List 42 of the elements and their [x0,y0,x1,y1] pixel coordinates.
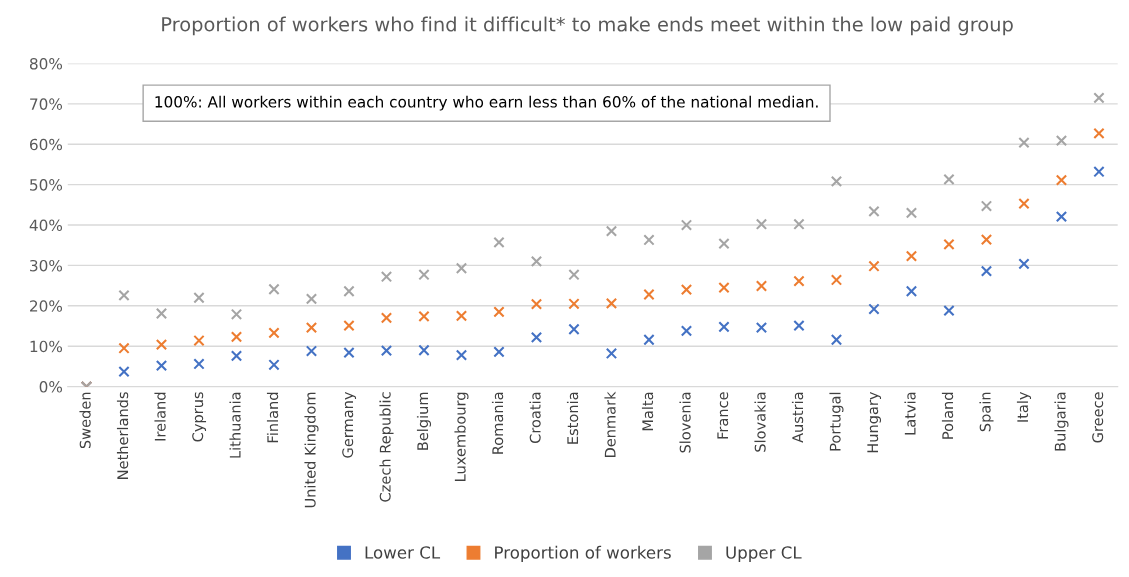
x-tick-label: Belgium [416,392,432,450]
x-tick-label: Czech Republic [379,392,394,502]
x-tick-label: Hungary [867,391,882,453]
x-tick-label: Italy [1016,391,1032,422]
x-tick-label: Estonia [566,392,579,444]
y-tick-label: 70% [30,98,63,110]
x-tick-label: Denmark [604,391,616,458]
x-tick-label: Spain [979,392,994,432]
x-tick-label: Slovakia [754,392,766,452]
y-tick-label: 50% [30,179,63,191]
annotation: 100%: All workers within each country who earn less than 60% of the national median. [155,95,818,111]
x-tick-label: Romania [491,392,504,454]
x-tick-label: Croatia [529,392,541,444]
x-tick-label: United Kingdom [304,392,319,508]
x-tick-label: Cyprus [192,392,207,442]
x-tick-label: Finland [266,392,279,443]
y-tick-label: 60% [29,138,63,151]
x-tick-label: Poland [941,392,954,439]
x-tick-label: Sweden [79,392,91,449]
x-tick-label: Lithuania [229,392,241,458]
x-tick-label: Germany [342,391,357,458]
x-tick-label: France [717,392,729,439]
x-tick-label: Greece [1092,392,1104,443]
legend-label: Upper CL [726,546,802,562]
y-tick-label: 0% [39,381,63,393]
x-tick-label: Ireland [154,392,166,441]
y-tick-label: 30% [30,259,63,272]
chart-title: Proportion of workers who find it difficult* to make ends meet within the low paid group [162,16,1013,36]
legend-label: Proportion of workers [495,545,671,562]
x-tick-label: Austria [791,392,804,443]
y-tick-label: 20% [30,300,63,312]
x-tick-label: Malta [641,392,654,431]
y-tick-label: 10% [30,340,63,353]
x-tick-label: Slovenia [679,392,691,453]
legend-label: Lower CL [365,546,441,559]
x-tick-label: Latvia [904,392,916,435]
y-tick-label: 40% [29,219,63,232]
x-tick-label: Portugal [829,392,844,451]
x-tick-label: Bulgaria [1054,392,1069,451]
x-tick-label: Netherlands [116,392,129,479]
y-tick-label: 80% [29,57,63,70]
x-tick-label: Luxembourg [454,392,469,481]
